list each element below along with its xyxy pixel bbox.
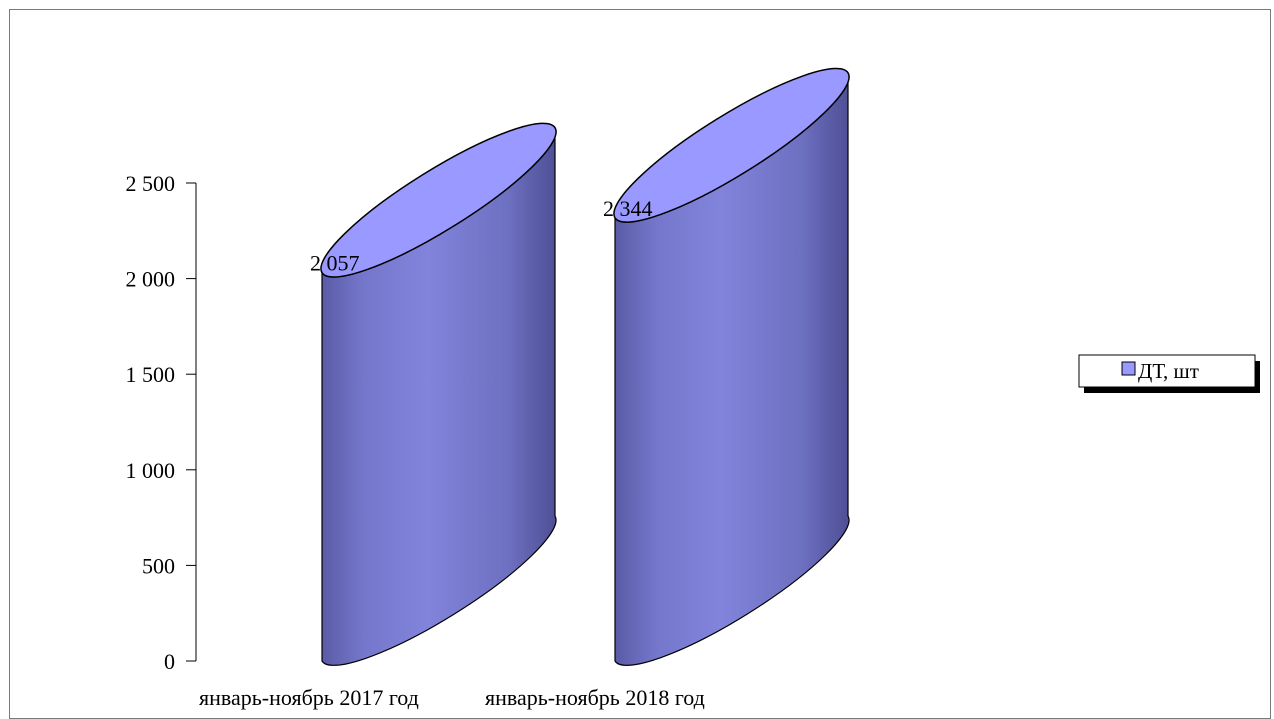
x-axis-labels: январь-ноябрь 2017 год январь-ноябрь 201… xyxy=(199,685,705,710)
category-label-2018: январь-ноябрь 2018 год xyxy=(485,685,705,710)
y-tick-label: 2 000 xyxy=(126,267,176,292)
y-tick-label: 0 xyxy=(164,649,175,674)
legend-label: ДТ, шт xyxy=(1138,359,1199,383)
data-label: 2 344 xyxy=(603,196,653,221)
cylinder-top xyxy=(320,122,557,278)
cylinder-top xyxy=(613,67,850,223)
y-axis-ticks: 0 500 1 000 1 500 2 000 2 500 xyxy=(126,171,196,674)
legend-box xyxy=(1078,354,1256,388)
cylinders xyxy=(320,67,850,666)
data-labels: 2 057 2 344 xyxy=(310,196,653,276)
y-tick-label: 2 500 xyxy=(126,171,176,196)
category-label-2017: январь-ноябрь 2017 год xyxy=(199,685,419,710)
legend: ДТ, шт xyxy=(1078,354,1260,393)
y-tick-label: 1 000 xyxy=(126,458,176,483)
y-tick-label: 500 xyxy=(142,553,175,578)
data-label: 2 057 xyxy=(310,251,360,276)
y-tick-label: 1 500 xyxy=(126,362,176,387)
legend-swatch xyxy=(1121,361,1136,376)
